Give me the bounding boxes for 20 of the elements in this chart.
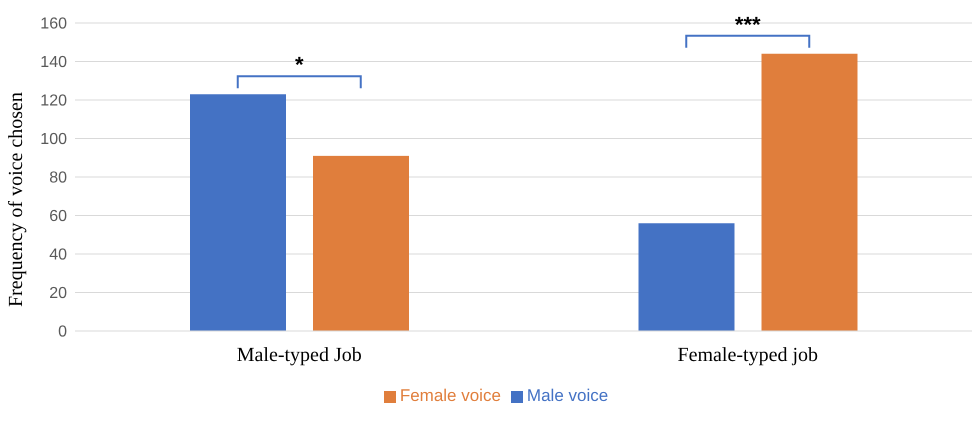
bar — [313, 156, 409, 331]
y-tick-label: 140 — [40, 54, 68, 72]
y-tick-label: 60 — [49, 208, 68, 226]
legend-label: Female voice — [400, 386, 501, 405]
y-tick-label: 100 — [40, 131, 68, 148]
bar — [762, 54, 858, 331]
y-tick-label: 40 — [49, 246, 68, 264]
bar — [190, 94, 286, 331]
x-tick-label: Male-typed Job — [236, 344, 362, 366]
annotation: * — [294, 52, 304, 78]
y-tick-label: 80 — [49, 170, 68, 187]
legend-label: Male voice — [526, 386, 608, 405]
y-tick-label: 120 — [40, 92, 68, 110]
y-tick-label: 20 — [49, 285, 68, 302]
y-tick-label: 0 — [58, 324, 68, 341]
bar — [638, 223, 734, 331]
annotation: *** — [734, 12, 762, 37]
y-axis-title: Frequency of voice chosen — [5, 92, 28, 307]
x-tick-label: Female-typed job — [677, 344, 818, 366]
y-tick-label: 160 — [40, 16, 68, 33]
